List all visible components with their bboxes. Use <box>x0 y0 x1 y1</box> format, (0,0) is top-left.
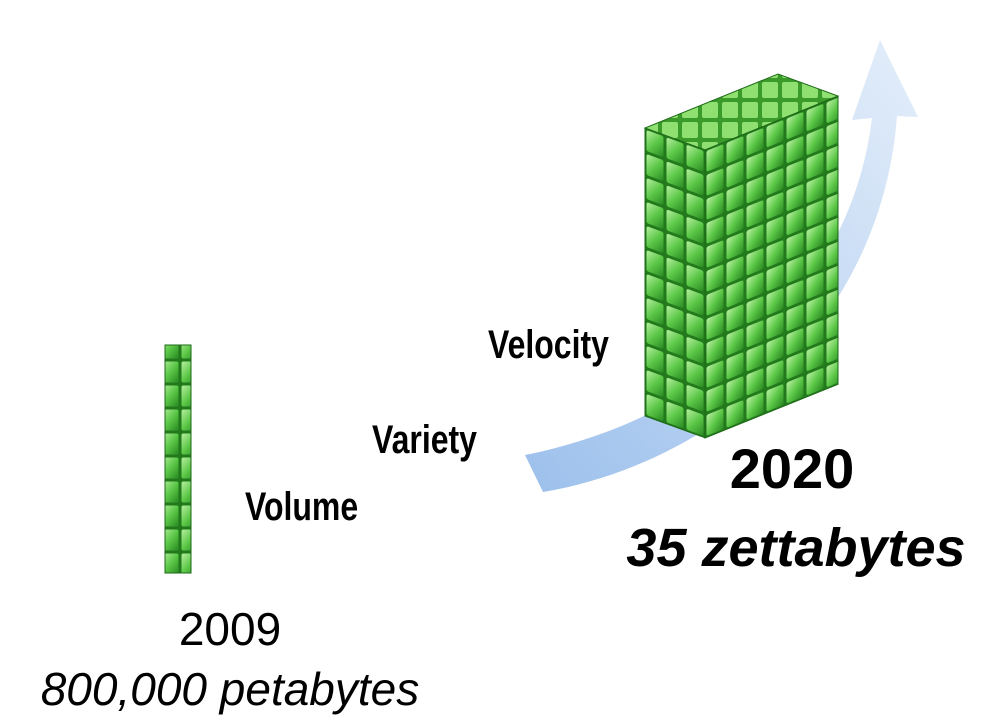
start-year: 2009 <box>179 603 281 655</box>
big-block <box>645 74 838 438</box>
start-amount: 800,000 petabytes <box>41 663 420 715</box>
volume-label: Volume <box>245 484 358 529</box>
variety-label: Variety <box>372 417 477 462</box>
infographic: Velocity Variety Volume 2009 800,000 pet… <box>0 0 1001 720</box>
velocity-label: Velocity <box>488 322 609 367</box>
left-column <box>165 345 191 573</box>
end-amount: 35 zettabytes <box>626 518 965 578</box>
end-year: 2020 <box>730 437 855 500</box>
